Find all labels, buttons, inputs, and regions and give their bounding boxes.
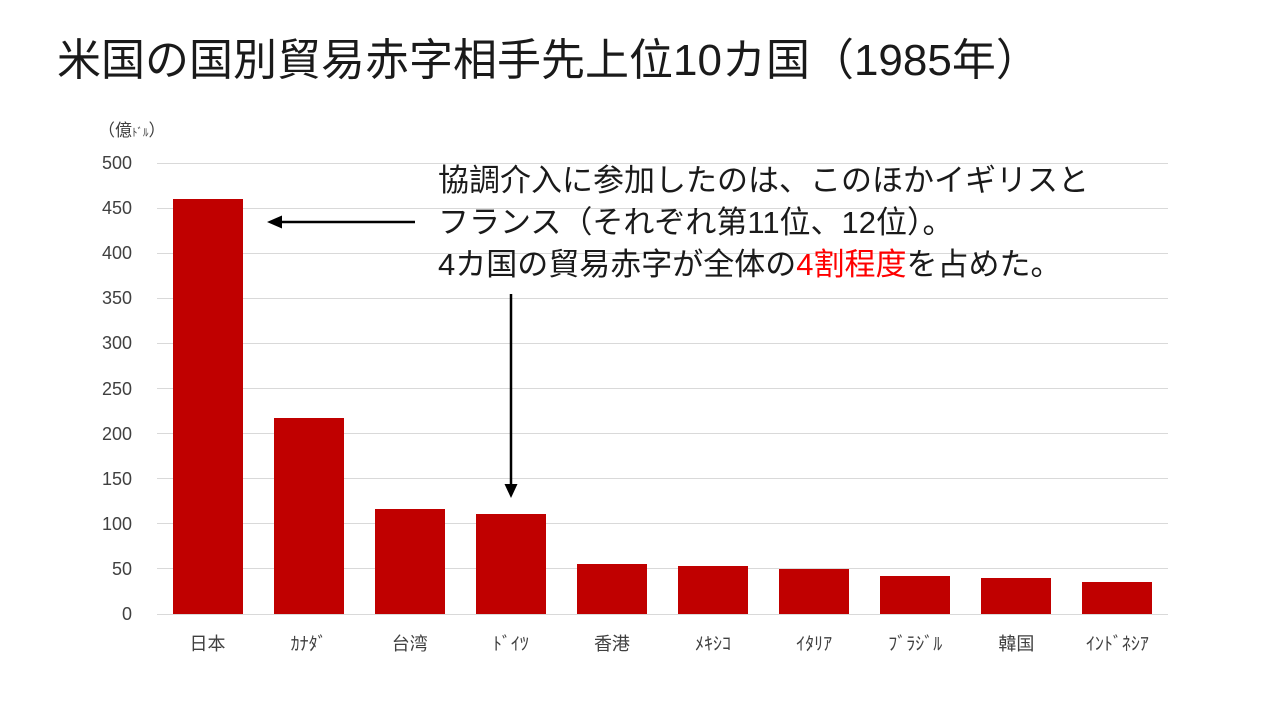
bar-日本: [172, 199, 243, 614]
gridline-y-500: [157, 162, 1168, 164]
gridline-y-400: [157, 252, 1168, 254]
y-axis-unit-suffix: ）: [148, 121, 166, 140]
y-axis-unit-label: （億ﾄﾞﾙ）: [98, 116, 166, 141]
y-axis-tick-label: 100: [101, 513, 132, 534]
x-axis-label-韓国: 韓国: [998, 634, 1035, 654]
y-axis-tick-label: 0: [121, 604, 132, 624]
y-axis-tick-label: 250: [101, 378, 132, 399]
gridline-y-250: [157, 388, 1168, 389]
y-axis-tick-label: 150: [101, 468, 132, 489]
bar-ｲﾀﾘｱ: [779, 568, 850, 614]
x-axis-label-香港: 香港: [593, 634, 630, 654]
y-axis-unit-small: ﾄﾞﾙ: [132, 127, 149, 139]
bar-香港: [576, 564, 647, 614]
bar-ﾌﾞﾗｼﾞﾙ: [880, 576, 951, 614]
x-axis-label-ﾒｷｼｺ: ﾒｷｼｺ: [695, 634, 732, 654]
bar-台湾: [374, 509, 445, 614]
y-axis-tick-label: 350: [101, 288, 132, 309]
gridline-y-150: [157, 478, 1168, 480]
x-axis-label-ﾄﾞｲﾂ: ﾄﾞｲﾂ: [492, 634, 529, 654]
arrow-to-germany-bar: [504, 294, 518, 498]
x-axis-label-ｶﾅﾀﾞ: ｶﾅﾀﾞ: [290, 634, 327, 654]
annotation-line-3-prefix: 4カ国の貿易赤字が全体の: [438, 247, 797, 282]
annotation-text-block: 協調介入に参加したのは、このほかイギリスと フランス（それぞれ第11位、12位）…: [438, 160, 1089, 286]
y-axis-tick-label: 400: [101, 243, 132, 264]
arrow-to-japan-bar: [267, 215, 415, 229]
y-axis-tick-label: 300: [101, 333, 132, 354]
bar-韓国: [981, 577, 1052, 614]
gridline-y-450: [157, 207, 1168, 209]
bar-ﾄﾞｲﾂ: [475, 513, 546, 614]
annotation-highlight-text: 4割程度: [796, 247, 907, 282]
x-axis-label-ﾌﾞﾗｼﾞﾙ: ﾌﾞﾗｼﾞﾙ: [888, 634, 943, 654]
y-axis-tick-label: 450: [101, 198, 132, 219]
gridline-y-300: [157, 342, 1168, 344]
y-axis-tick-label: 200: [101, 423, 132, 444]
x-axis-label-日本: 日本: [189, 634, 226, 654]
bar-ﾒｷｼｺ: [678, 566, 749, 614]
bar-ｲﾝﾄﾞﾈｼｱ: [1082, 581, 1153, 614]
gridline-y-100: [157, 523, 1168, 525]
y-axis-tick-label: 500: [101, 153, 132, 173]
gridline-y-350: [157, 297, 1168, 299]
gridline-y-0: [157, 613, 1168, 615]
annotation-line-1: 協調介入に参加したのは、このほかイギリスと: [438, 163, 1089, 198]
bar-ｶﾅﾀﾞ: [273, 418, 344, 614]
y-axis-tick-label: 50: [111, 558, 132, 579]
gridline-y-200: [157, 433, 1168, 435]
x-axis-label-ｲﾝﾄﾞﾈｼｱ: ｲﾝﾄﾞﾈｼｱ: [1085, 634, 1149, 654]
x-axis-label-台湾: 台湾: [391, 634, 428, 654]
gridline-y-50: [157, 568, 1168, 570]
y-axis-unit-prefix: （億: [98, 121, 132, 140]
page-title: 米国の国別貿易赤字相手先上位10カ国（1985年）: [57, 36, 1040, 85]
annotation-line-3-suffix: を占めた。: [906, 247, 1062, 282]
x-axis-label-ｲﾀﾘｱ: ｲﾀﾘｱ: [796, 634, 833, 654]
annotation-line-3: 4カ国の貿易赤字が全体の4割程度を占めた。: [438, 244, 1089, 286]
annotation-line-2: フランス（それぞれ第11位、12位）。: [438, 205, 954, 240]
